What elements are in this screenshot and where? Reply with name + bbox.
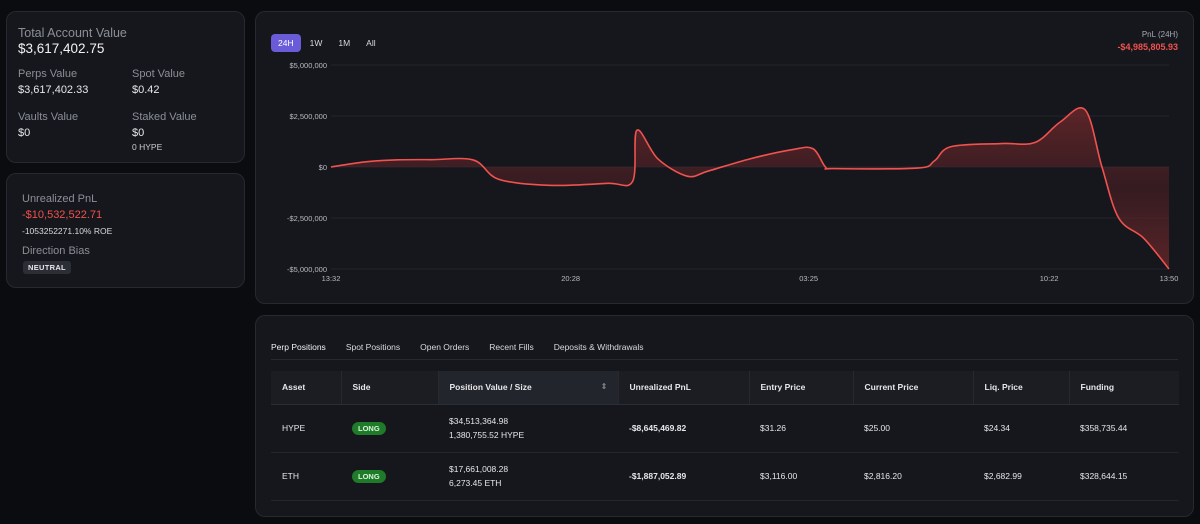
current-price-cell: $2,816.20: [853, 452, 973, 501]
entry-price-cell: $31.26: [749, 404, 853, 453]
total-account-label: Total Account Value: [18, 26, 127, 40]
side-cell: LONG: [341, 452, 438, 501]
col-header-position-value[interactable]: Position Value / Size ⇕: [438, 371, 619, 405]
unrealized-pnl-cell: -$1,887,052.89: [618, 452, 749, 501]
unrealized-pnl-card: Unrealized PnL -$10,532,522.71 -10532522…: [6, 173, 245, 288]
positions-card: Perp Positions Spot Positions Open Order…: [255, 315, 1194, 517]
unrealized-pnl-value: -$10,532,522.71: [22, 209, 103, 221]
y-tick-label: -$5,000,000: [287, 265, 327, 274]
position-value: $17,661,008.28: [449, 464, 509, 474]
range-tab-1w[interactable]: 1W: [309, 38, 323, 48]
col-header-entry-price[interactable]: Entry Price: [749, 371, 854, 405]
pnl-area-fill: [331, 107, 1169, 270]
col-header-current-price[interactable]: Current Price: [853, 371, 974, 405]
sort-icon[interactable]: ⇕: [600, 382, 608, 392]
tabs-divider: [271, 359, 1178, 360]
staked-hype-amount: 0 HYPE: [132, 142, 163, 152]
side-badge: LONG: [352, 469, 386, 483]
col-header-position-value-label: Position Value / Size: [449, 382, 532, 393]
position-value-cell: $17,661,008.28 6,273.45 ETH: [438, 452, 618, 501]
x-tick-label: 20:28: [561, 274, 580, 283]
col-header-funding[interactable]: Funding: [1069, 371, 1179, 405]
liq-price-cell: $2,682.99: [973, 452, 1069, 501]
pnl-chart: $5,000,000 $2,500,000 $0 -$2,500,000 -$5,000…: [287, 61, 1179, 283]
position-size: 1,380,755.52 HYPE: [449, 430, 525, 440]
spot-value-label: Spot Value: [132, 68, 186, 80]
table-row[interactable]: HYPE LONG $34,513,364.98 1,380,755.52 HY…: [271, 404, 1179, 453]
tab-deposits-withdrawals[interactable]: Deposits & Withdrawals: [553, 342, 644, 352]
range-tab-all[interactable]: All: [366, 38, 376, 48]
col-header-asset[interactable]: Asset: [271, 371, 342, 405]
range-tab-1m[interactable]: 1M: [338, 38, 351, 48]
direction-bias-badge: NEUTRAL: [23, 261, 71, 274]
total-account-value: $3,617,402.75: [18, 41, 105, 56]
roe-value: -1053252271.10% ROE: [22, 226, 113, 236]
position-size: 6,273.45 ETH: [449, 478, 502, 488]
side-badge: LONG: [352, 421, 386, 435]
asset-link[interactable]: HYPE: [271, 404, 341, 453]
side-cell: LONG: [341, 404, 438, 453]
vaults-value: $0: [18, 127, 31, 139]
spot-value: $0.42: [132, 84, 160, 96]
pnl-summary: PnL (24H) -$4,985,805.93: [1117, 30, 1178, 52]
staked-value: $0: [132, 127, 145, 139]
tab-spot-positions[interactable]: Spot Positions: [345, 342, 401, 352]
tab-open-orders[interactable]: Open Orders: [420, 342, 470, 352]
staked-value-label: Staked Value: [132, 111, 197, 123]
pnl-period-label: PnL (24H): [1141, 30, 1178, 39]
y-tick-label: -$2,500,000: [287, 214, 327, 223]
x-tick-label: 13:32: [322, 274, 341, 283]
unrealized-pnl-cell: -$8,645,469.82: [618, 404, 749, 453]
tab-perp-positions[interactable]: Perp Positions: [271, 338, 326, 360]
pnl-period-value: -$4,985,805.93: [1117, 42, 1178, 52]
perp-positions-table: Asset Side Position Value / Size ⇕ Unrea…: [271, 371, 1179, 501]
col-header-liq-price[interactable]: Liq. Price: [973, 371, 1070, 405]
pnl-series-line: [330, 107, 1170, 270]
position-value-cell: $34,513,364.98 1,380,755.52 HYPE: [438, 404, 618, 453]
y-tick-label: $0: [319, 163, 327, 172]
x-tick-label: 13:50: [1160, 274, 1179, 283]
x-tick-label: 03:25: [799, 274, 818, 283]
perps-value-label: Perps Value: [18, 68, 78, 80]
positions-tabs: Perp Positions Spot Positions Open Order…: [271, 338, 663, 360]
vaults-value-label: Vaults Value: [18, 111, 79, 123]
entry-price-cell: $3,116.00: [749, 452, 853, 501]
y-tick-label: $2,500,000: [289, 112, 327, 121]
table-header-row: Asset Side Position Value / Size ⇕ Unrea…: [271, 371, 1179, 405]
col-header-side[interactable]: Side: [341, 371, 439, 405]
perps-value: $3,617,402.33: [18, 84, 89, 96]
liq-price-cell: $24.34: [973, 404, 1069, 453]
unrealized-pnl-label: Unrealized PnL: [22, 193, 98, 205]
position-value: $34,513,364.98: [449, 416, 509, 426]
col-header-unrealized-pnl[interactable]: Unrealized PnL: [618, 371, 750, 405]
account-value-card: Total Account Value $3,617,402.75 Perps …: [6, 11, 245, 163]
direction-bias-label: Direction Bias: [22, 245, 90, 257]
table-row[interactable]: ETH LONG $17,661,008.28 6,273.45 ETH -$1…: [271, 452, 1179, 501]
asset-link[interactable]: ETH: [271, 452, 341, 501]
x-tick-label: 10:22: [1040, 274, 1059, 283]
y-tick-label: $5,000,000: [289, 61, 327, 70]
time-range-tabs: 24H 1W 1M All: [271, 34, 383, 52]
pnl-chart-card: $5,000,000 $2,500,000 $0 -$2,500,000 -$5,000…: [255, 11, 1194, 304]
funding-cell: $328,644.15: [1069, 452, 1179, 501]
current-price-cell: $25.00: [853, 404, 973, 453]
tab-recent-fills[interactable]: Recent Fills: [489, 342, 534, 352]
funding-cell: $358,735.44: [1069, 404, 1179, 453]
range-tab-24h[interactable]: 24H: [271, 34, 301, 52]
